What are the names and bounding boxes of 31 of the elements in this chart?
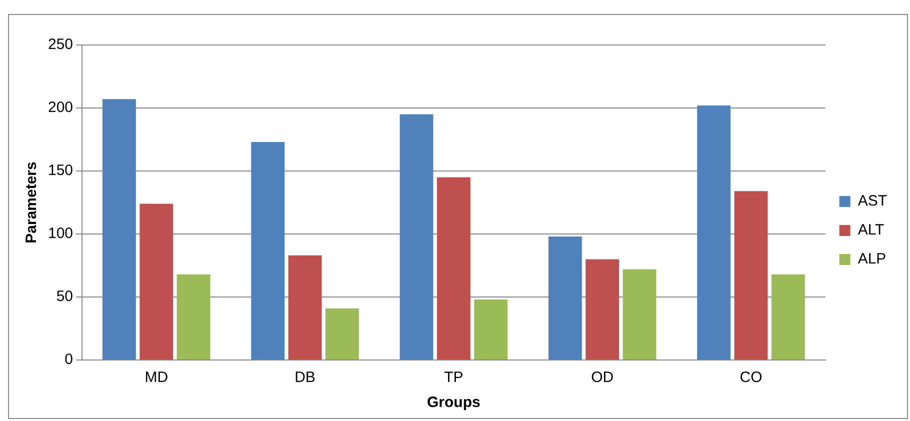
bar	[548, 236, 582, 360]
x-axis-title: Groups	[427, 394, 480, 412]
x-tick-label: DB	[294, 369, 316, 386]
x-tick-label: CO	[740, 369, 762, 386]
y-tick-label: 50	[56, 288, 74, 306]
y-tick-label: 200	[48, 99, 74, 116]
y-tick-label: 150	[48, 162, 74, 180]
x-tick-label: TP	[444, 369, 464, 386]
bar	[176, 274, 210, 360]
bar	[325, 308, 359, 360]
bar	[771, 274, 805, 360]
bar	[474, 300, 508, 360]
bar	[622, 269, 656, 360]
legend-label: ALT	[858, 222, 884, 239]
bar	[697, 105, 731, 360]
bar	[734, 191, 768, 360]
bar	[400, 114, 434, 360]
bar	[586, 259, 620, 360]
y-tick-label: 0	[64, 351, 74, 368]
y-tick-label: 100	[48, 225, 74, 242]
x-tick-label: MD	[144, 369, 168, 386]
legend-label: AST	[858, 192, 888, 210]
bar	[102, 99, 136, 360]
bar	[140, 204, 174, 360]
bar	[436, 177, 470, 360]
y-tick-label: 250	[48, 36, 74, 54]
y-axis-title: Parameters	[23, 162, 40, 244]
bar	[288, 255, 322, 360]
bar	[251, 142, 285, 360]
x-tick-label: OD	[591, 369, 614, 386]
legend-label: ALP	[858, 250, 886, 268]
